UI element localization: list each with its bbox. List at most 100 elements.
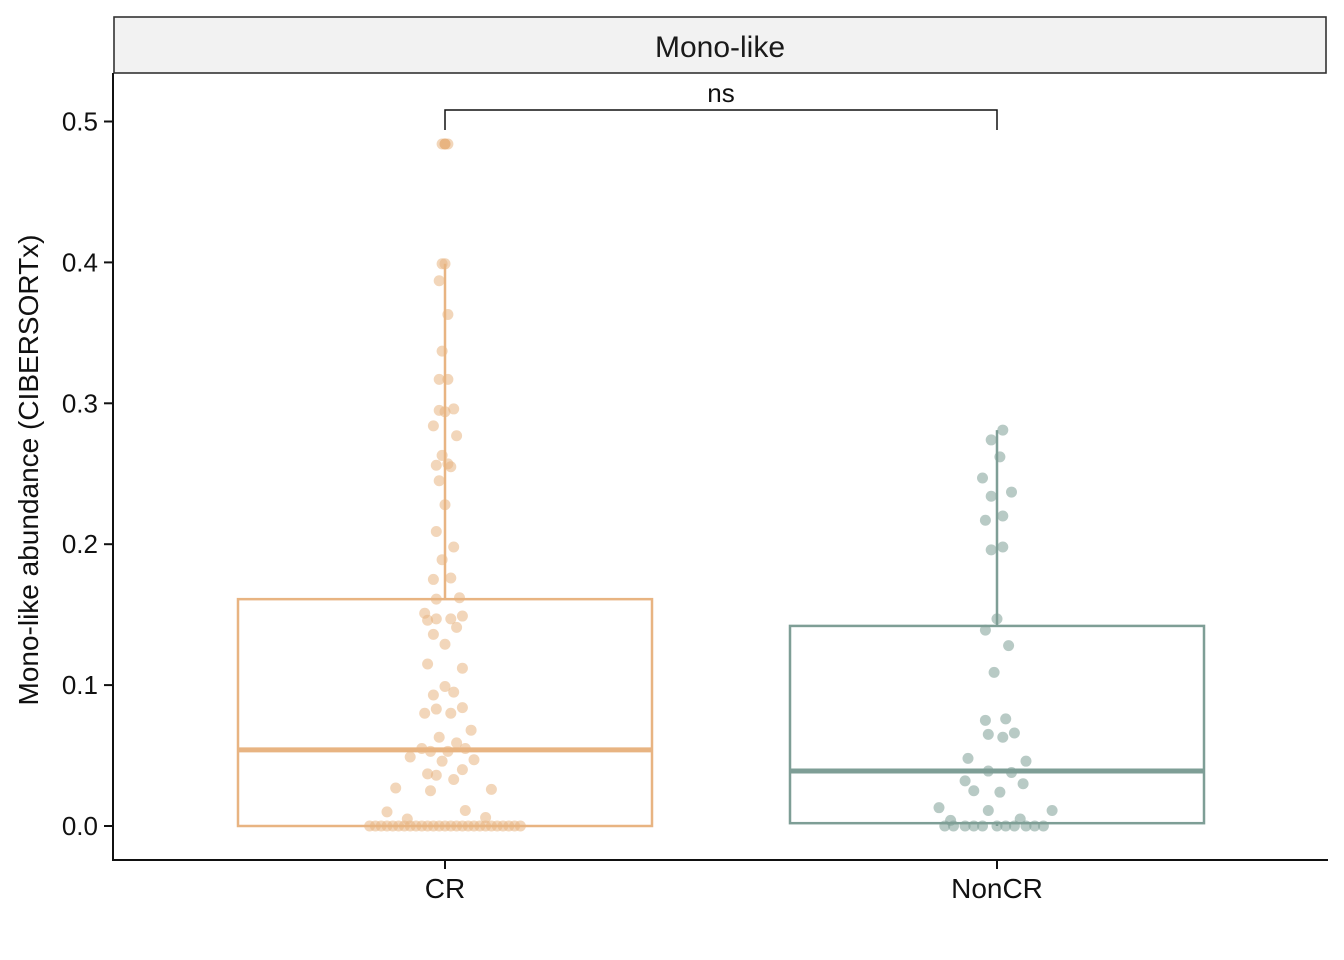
data-point bbox=[439, 406, 451, 418]
data-point bbox=[451, 621, 463, 633]
data-point bbox=[1008, 727, 1020, 739]
box-iqr bbox=[236, 597, 654, 828]
data-point bbox=[1000, 713, 1012, 725]
y-tick-label: 0.2 bbox=[62, 529, 98, 559]
data-point bbox=[933, 802, 945, 814]
data-point bbox=[1000, 820, 1012, 832]
data-point bbox=[485, 783, 497, 795]
data-point bbox=[448, 686, 460, 698]
data-point bbox=[979, 714, 991, 726]
data-point bbox=[968, 785, 980, 797]
data-point bbox=[456, 702, 468, 714]
data-point bbox=[427, 689, 439, 701]
data-point bbox=[991, 613, 1003, 625]
y-tick-label: 0.4 bbox=[62, 247, 98, 277]
data-point bbox=[997, 424, 1009, 436]
data-point bbox=[430, 703, 442, 715]
data-point bbox=[962, 752, 974, 764]
data-point bbox=[994, 786, 1006, 798]
data-point bbox=[939, 820, 951, 832]
data-point bbox=[445, 707, 457, 719]
significance-line bbox=[444, 109, 998, 130]
plot-panel bbox=[236, 138, 1206, 832]
data-point bbox=[448, 403, 460, 415]
data-point bbox=[427, 573, 439, 585]
data-point bbox=[445, 461, 457, 473]
significance-bracket: ns bbox=[444, 78, 998, 130]
data-point bbox=[1046, 805, 1058, 817]
y-axis: 0.0 0.1 0.2 0.3 0.4 0.5 bbox=[62, 73, 114, 861]
data-point bbox=[436, 345, 448, 357]
data-point bbox=[433, 373, 445, 385]
data-point bbox=[465, 724, 477, 736]
data-point bbox=[997, 510, 1009, 522]
data-point bbox=[456, 610, 468, 622]
data-point bbox=[422, 768, 434, 780]
data-point bbox=[390, 782, 402, 794]
data-point bbox=[480, 812, 492, 824]
data-point bbox=[451, 430, 463, 442]
data-point bbox=[439, 258, 451, 270]
data-point bbox=[419, 707, 431, 719]
data-point bbox=[454, 592, 465, 604]
data-point bbox=[422, 658, 434, 670]
data-point bbox=[979, 514, 991, 526]
data-point bbox=[445, 613, 457, 625]
data-point bbox=[459, 805, 471, 817]
data-point bbox=[430, 593, 442, 605]
data-point bbox=[456, 662, 468, 674]
significance-label: ns bbox=[707, 78, 734, 108]
data-point bbox=[1006, 486, 1017, 498]
y-tick-label: 0.5 bbox=[62, 107, 98, 137]
data-point bbox=[1008, 820, 1020, 832]
y-tick-label: 0.0 bbox=[62, 811, 98, 841]
y-axis-title: Mono-like abundance (CIBERSORTx) bbox=[13, 234, 44, 705]
data-point bbox=[439, 681, 451, 693]
data-point bbox=[430, 526, 442, 538]
x-tick-label-noncr: NonCR bbox=[951, 873, 1043, 904]
data-point bbox=[985, 434, 997, 446]
data-point bbox=[959, 775, 971, 787]
data-point bbox=[977, 820, 988, 832]
data-point bbox=[448, 774, 460, 786]
box-group-noncr bbox=[788, 424, 1206, 832]
data-point bbox=[442, 138, 454, 150]
data-point bbox=[430, 459, 442, 471]
data-point bbox=[425, 785, 436, 797]
data-point bbox=[430, 769, 442, 781]
data-point bbox=[948, 820, 959, 832]
data-point bbox=[1029, 820, 1041, 832]
box-group-cr bbox=[236, 138, 654, 832]
data-point bbox=[451, 737, 463, 749]
data-point bbox=[442, 373, 454, 385]
data-point bbox=[968, 820, 980, 832]
data-point bbox=[422, 614, 434, 626]
data-point bbox=[982, 805, 994, 817]
data-point bbox=[1020, 820, 1032, 832]
data-point bbox=[994, 451, 1006, 463]
data-point bbox=[439, 499, 451, 511]
x-axis: CR NonCR bbox=[113, 859, 1328, 904]
data-point bbox=[404, 751, 416, 763]
data-point bbox=[436, 554, 448, 566]
data-point bbox=[985, 544, 997, 556]
data-point bbox=[448, 541, 460, 553]
facet-strip-background bbox=[113, 16, 1327, 74]
data-point bbox=[997, 731, 1009, 743]
data-point bbox=[468, 754, 480, 766]
data-point bbox=[427, 420, 439, 432]
data-point bbox=[1037, 820, 1049, 832]
data-point bbox=[445, 572, 457, 584]
data-point bbox=[436, 755, 448, 767]
data-point bbox=[982, 728, 994, 740]
data-point bbox=[991, 820, 1003, 832]
data-point bbox=[988, 666, 1000, 678]
y-tick-label: 0.3 bbox=[62, 388, 98, 418]
data-point bbox=[430, 613, 442, 625]
data-point bbox=[979, 624, 991, 636]
data-point bbox=[1017, 778, 1029, 790]
data-point bbox=[997, 541, 1009, 553]
data-point bbox=[433, 275, 445, 287]
data-point bbox=[381, 806, 393, 818]
